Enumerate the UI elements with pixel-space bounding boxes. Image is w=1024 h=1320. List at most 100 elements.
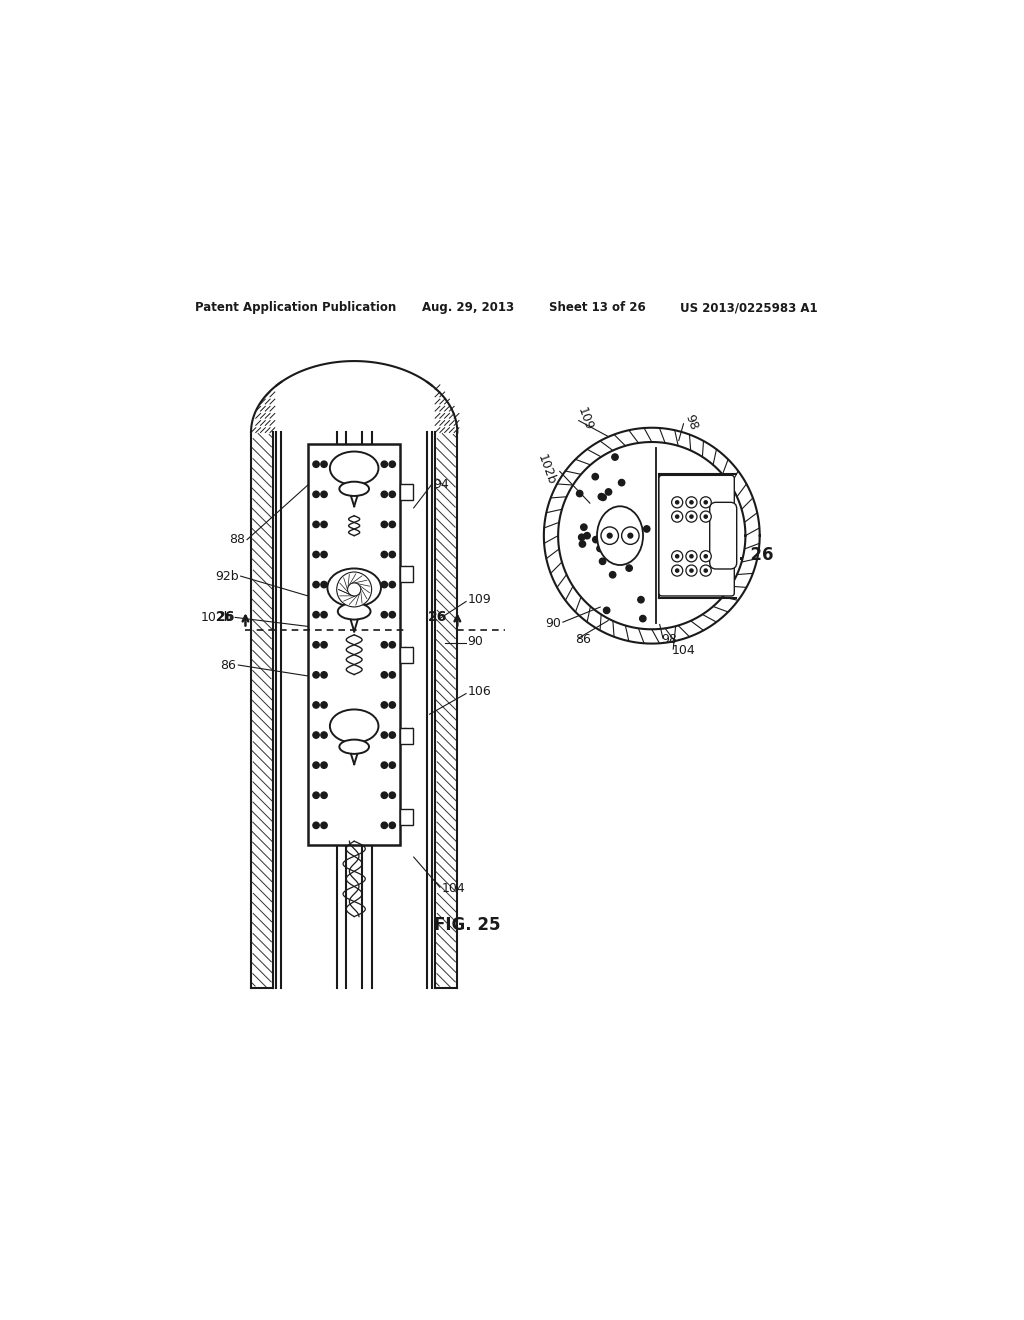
Circle shape	[579, 535, 585, 540]
Circle shape	[605, 488, 611, 495]
Text: Sheet 13 of 26: Sheet 13 of 26	[549, 301, 645, 314]
Text: 109: 109	[468, 594, 492, 606]
Text: 102b: 102b	[201, 611, 232, 624]
Text: 26: 26	[216, 610, 236, 623]
Circle shape	[381, 521, 387, 528]
Bar	[400, 566, 413, 582]
Circle shape	[381, 702, 387, 708]
Circle shape	[700, 496, 712, 508]
Circle shape	[643, 525, 650, 532]
Circle shape	[389, 672, 395, 678]
Circle shape	[313, 822, 319, 829]
Circle shape	[313, 762, 319, 768]
Circle shape	[577, 491, 583, 496]
Circle shape	[601, 527, 618, 544]
Text: US 2013/0225983 A1: US 2013/0225983 A1	[680, 301, 817, 314]
Circle shape	[313, 792, 319, 799]
Circle shape	[381, 642, 387, 648]
Circle shape	[690, 554, 693, 558]
Circle shape	[381, 822, 387, 829]
Circle shape	[321, 762, 328, 768]
Circle shape	[690, 515, 693, 519]
Text: 90: 90	[468, 635, 483, 648]
Circle shape	[705, 515, 708, 519]
Text: FIG. 25: FIG. 25	[433, 916, 500, 933]
Circle shape	[389, 702, 395, 708]
Text: 94: 94	[433, 478, 450, 491]
Circle shape	[690, 569, 693, 572]
Circle shape	[622, 527, 639, 544]
Circle shape	[700, 565, 712, 576]
Text: 109: 109	[574, 405, 595, 433]
Circle shape	[609, 572, 615, 578]
Ellipse shape	[330, 451, 379, 484]
Ellipse shape	[328, 569, 381, 607]
Text: 98: 98	[682, 412, 699, 432]
Circle shape	[381, 731, 387, 738]
Circle shape	[607, 533, 612, 539]
Circle shape	[321, 491, 328, 498]
Circle shape	[381, 491, 387, 498]
Circle shape	[321, 461, 328, 467]
Circle shape	[638, 597, 644, 603]
Circle shape	[389, 611, 395, 618]
Circle shape	[676, 569, 679, 572]
Circle shape	[672, 511, 683, 523]
Circle shape	[313, 642, 319, 648]
Circle shape	[321, 672, 328, 678]
Text: 104: 104	[441, 882, 465, 895]
Circle shape	[626, 565, 632, 572]
Circle shape	[381, 581, 387, 587]
Text: Patent Application Publication: Patent Application Publication	[196, 301, 396, 314]
Circle shape	[321, 611, 328, 618]
Circle shape	[337, 572, 372, 607]
Text: 88: 88	[229, 533, 246, 546]
Circle shape	[389, 762, 395, 768]
Circle shape	[617, 539, 624, 544]
Text: 92b: 92b	[215, 570, 240, 582]
Circle shape	[381, 762, 387, 768]
Circle shape	[597, 545, 603, 552]
Circle shape	[389, 822, 395, 829]
Circle shape	[672, 565, 683, 576]
Circle shape	[389, 642, 395, 648]
Circle shape	[600, 494, 606, 500]
Circle shape	[672, 550, 683, 562]
Circle shape	[690, 500, 693, 504]
Circle shape	[705, 554, 708, 558]
Circle shape	[313, 702, 319, 708]
Text: 98: 98	[662, 634, 677, 645]
Circle shape	[611, 454, 618, 461]
Text: FIG. 26: FIG. 26	[708, 546, 774, 565]
Circle shape	[599, 558, 606, 565]
Circle shape	[603, 607, 610, 614]
Circle shape	[321, 521, 328, 528]
Circle shape	[580, 541, 586, 548]
Circle shape	[676, 515, 679, 519]
Ellipse shape	[597, 507, 643, 565]
Circle shape	[381, 552, 387, 557]
Circle shape	[686, 511, 697, 523]
Circle shape	[321, 552, 328, 557]
Circle shape	[381, 461, 387, 467]
Circle shape	[389, 792, 395, 799]
Circle shape	[389, 521, 395, 528]
Ellipse shape	[330, 709, 379, 743]
Circle shape	[584, 532, 590, 539]
Circle shape	[581, 524, 587, 531]
Circle shape	[672, 496, 683, 508]
Circle shape	[618, 479, 625, 486]
Circle shape	[598, 494, 604, 500]
Ellipse shape	[338, 603, 371, 619]
Circle shape	[321, 702, 328, 708]
Circle shape	[676, 554, 679, 558]
Circle shape	[616, 556, 623, 561]
Text: 102b: 102b	[536, 453, 558, 487]
Circle shape	[321, 581, 328, 587]
Circle shape	[321, 792, 328, 799]
Circle shape	[381, 611, 387, 618]
Ellipse shape	[339, 739, 369, 754]
Bar	[400, 809, 413, 825]
Text: 86: 86	[220, 659, 236, 672]
Circle shape	[321, 822, 328, 829]
